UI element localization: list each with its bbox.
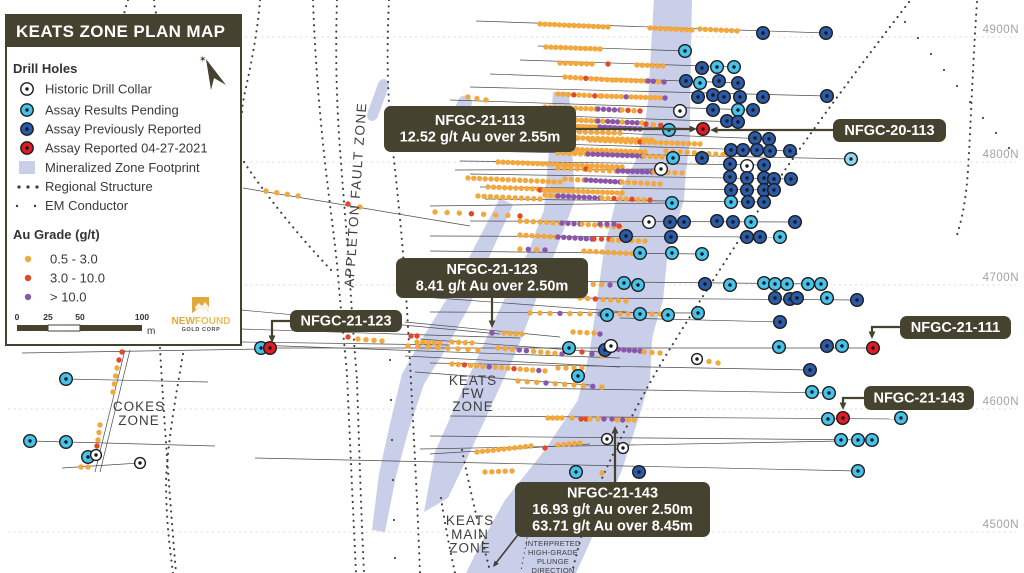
svg-text:8.41 g/t Au over 2.50m: 8.41 g/t Au over 2.50m <box>416 279 569 295</box>
svg-text:50: 50 <box>75 312 85 322</box>
svg-text:NFGC-21-123: NFGC-21-123 <box>446 262 537 278</box>
svg-text:GOLD CORP: GOLD CORP <box>182 327 221 333</box>
svg-text:NFGC-21-123: NFGC-21-123 <box>300 313 391 329</box>
svg-text:ZONE: ZONE <box>449 541 491 556</box>
svg-text:0: 0 <box>15 312 20 322</box>
svg-text:NFGC-21-111: NFGC-21-111 <box>911 320 1000 336</box>
svg-text:Assay Results Pending: Assay Results Pending <box>45 103 179 118</box>
svg-text:NEWFOUND: NEWFOUND <box>172 316 231 327</box>
svg-text:EM Conductor: EM Conductor <box>45 198 129 213</box>
svg-text:4600N: 4600N <box>983 396 1019 408</box>
svg-text:INTERPRETED: INTERPRETED <box>525 539 581 548</box>
svg-text:63.71 g/t Au over 8.45m: 63.71 g/t Au over 8.45m <box>532 518 693 534</box>
svg-text:Historic Drill Collar: Historic Drill Collar <box>45 82 153 97</box>
svg-text:100: 100 <box>135 312 149 322</box>
svg-text:KEATS: KEATS <box>446 513 494 528</box>
svg-text:Regional Structure: Regional Structure <box>45 179 153 194</box>
svg-text:Au Grade (g/t): Au Grade (g/t) <box>13 227 100 242</box>
svg-text:NFGC-20-113: NFGC-20-113 <box>844 123 934 139</box>
svg-text:FW: FW <box>462 386 485 401</box>
svg-text:4900N: 4900N <box>983 24 1019 36</box>
svg-text:m: m <box>147 326 155 337</box>
svg-text:NFGC-21-143: NFGC-21-143 <box>873 390 964 406</box>
svg-text:COKES: COKES <box>113 399 165 414</box>
svg-text:16.93 g/t Au over 2.50m: 16.93 g/t Au over 2.50m <box>532 502 693 518</box>
svg-text:3.0 - 10.0: 3.0 - 10.0 <box>50 271 105 286</box>
svg-text:4700N: 4700N <box>983 272 1019 284</box>
svg-text:ZONE: ZONE <box>118 413 160 428</box>
svg-text:ZONE: ZONE <box>452 399 494 414</box>
svg-text:MAIN: MAIN <box>451 527 489 542</box>
svg-text:KEATS: KEATS <box>449 373 497 388</box>
svg-text:✶: ✶ <box>199 54 207 64</box>
svg-text:Assay Reported 04-27-2021: Assay Reported 04-27-2021 <box>45 141 208 156</box>
svg-text:DIRECTION: DIRECTION <box>531 566 574 573</box>
svg-text:KEATS ZONE PLAN MAP: KEATS ZONE PLAN MAP <box>16 22 225 41</box>
svg-text:12.52 g/t Au over 2.55m: 12.52 g/t Au over 2.55m <box>400 130 561 146</box>
svg-text:4800N: 4800N <box>983 149 1019 161</box>
svg-text:4500N: 4500N <box>983 519 1019 531</box>
svg-text:> 10.0: > 10.0 <box>50 290 87 305</box>
svg-text:NFGC-21-143: NFGC-21-143 <box>567 485 658 501</box>
svg-text:Drill Holes: Drill Holes <box>13 61 77 76</box>
svg-text:Mineralized Zone Footprint: Mineralized Zone Footprint <box>45 160 200 175</box>
svg-text:25: 25 <box>43 312 53 322</box>
svg-text:0.5 - 3.0: 0.5 - 3.0 <box>50 252 98 267</box>
svg-text:PLUNGE: PLUNGE <box>537 557 569 566</box>
svg-text:NFGC-21-113: NFGC-21-113 <box>435 113 525 129</box>
svg-text:HIGH-GRADE: HIGH-GRADE <box>528 548 578 557</box>
svg-text:Assay Previously Reported: Assay Previously Reported <box>45 122 201 137</box>
